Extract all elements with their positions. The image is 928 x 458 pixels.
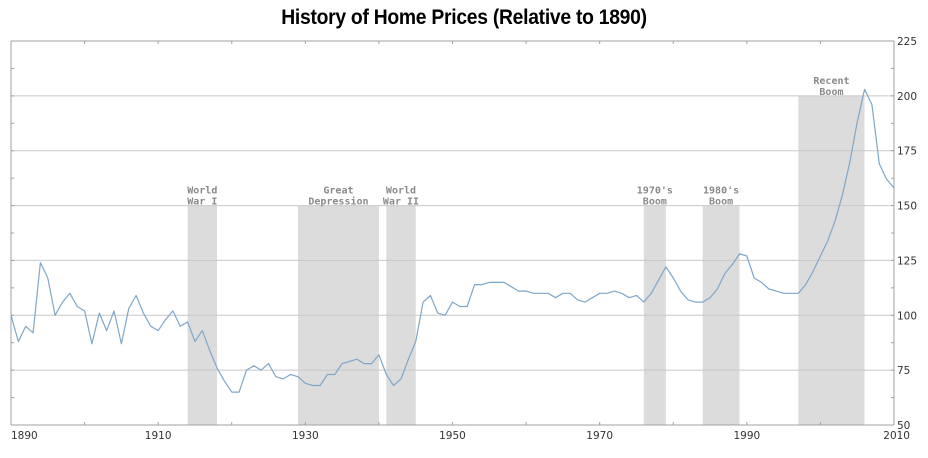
x-tick-label: 2010: [883, 430, 910, 442]
gridlines: [11, 95, 894, 371]
x-tick-label: 1930: [292, 430, 319, 442]
y-tick-label: 225: [897, 36, 917, 48]
x-tick-label: 1990: [733, 430, 760, 442]
tick-labels: 50 75 100 125 150 175 200 225 1890 1910 1930 1950 19…: [11, 36, 917, 442]
y-tick-label: 50: [897, 420, 910, 432]
x-tick-label: 1910: [145, 430, 172, 442]
y-tick-label: 100: [897, 310, 917, 322]
region-labels: World War I Great Depression World War II 1970…: [187, 76, 849, 208]
region-label: World War II: [383, 186, 419, 208]
x-tick-label: 1970: [586, 430, 613, 442]
chart-title: History of Home Prices (Relative to 1890…: [281, 6, 647, 29]
price-line: [10, 88, 895, 393]
data-series: [10, 88, 895, 393]
region-label: 1980's Boom: [703, 186, 739, 208]
x-tick-label: 1950: [439, 430, 466, 442]
y-tick-label: 200: [897, 91, 917, 103]
region-label: 1970's Boom: [637, 186, 673, 208]
region-label: Great Depression: [308, 186, 368, 208]
y-tick-label: 75: [897, 365, 910, 377]
y-tick-label: 125: [897, 255, 917, 267]
x-tick-label: 1890: [11, 430, 38, 442]
region-label: World War I: [187, 186, 217, 208]
y-tick-label: 150: [897, 201, 917, 213]
region-label: Recent Boom: [813, 76, 849, 98]
axes: [10, 40, 895, 426]
y-tick-label: 175: [897, 146, 917, 158]
